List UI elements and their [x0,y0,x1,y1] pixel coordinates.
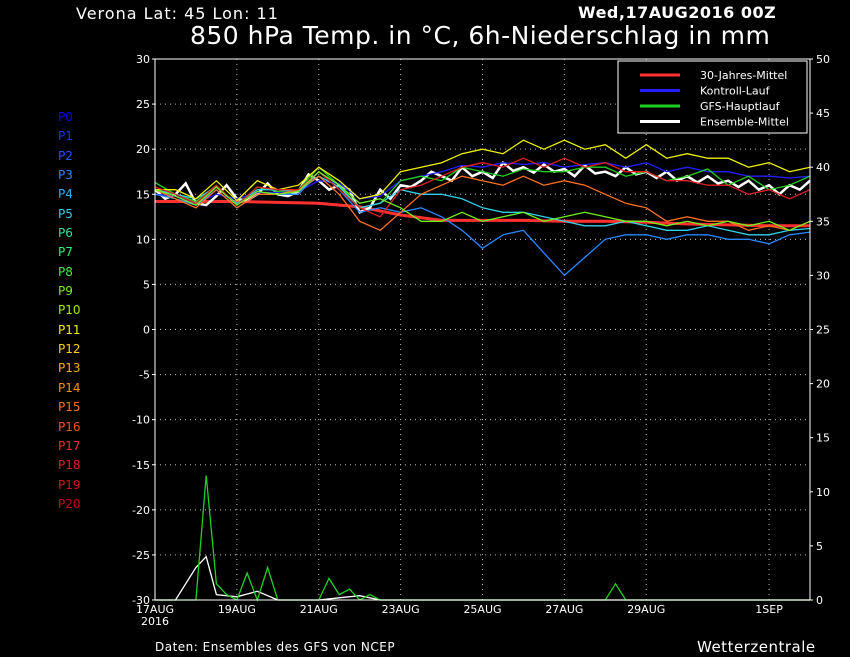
data-source: Daten: Ensembles des GFS von NCEP [155,640,396,654]
y-right-tick-label: 15 [816,432,830,445]
y-left-tick-label: 15 [136,188,150,201]
member-label: P12 [58,342,81,357]
member-label: P0 [58,110,73,124]
member-label: P8 [58,264,73,279]
member-label: P16 [58,419,81,434]
x-tick-label: 27AUG [545,603,583,616]
chart-title: 850 hPa Temp. in °C, 6h-Niederschlag in … [190,21,771,50]
legend-label: 30-Jahres-Mittel [700,69,787,82]
member-label: P15 [58,400,81,415]
series-p18 [154,157,811,218]
axis-ticks: -30 -25 -20 -15 -10 -5 0 5 10 15 20 25 30 0 5 10 15 20 25 3… [132,53,830,628]
y-left-tick-label: 25 [136,98,150,111]
member-label: P7 [58,245,73,260]
series-p5 [154,175,811,236]
y-right-tick-label: 25 [816,324,830,337]
x-tick-label: 29AUG [627,603,665,616]
y-left-tick-label: 30 [136,53,150,66]
legend-label: Ensemble-Mittel [700,116,789,129]
member-label: P14 [58,380,81,395]
y-left-tick-label: -5 [139,369,150,382]
x-tick-label: 1SEP [755,603,783,616]
brand-label: Wetterzentrale [697,638,816,656]
x-tick-label: 25AUG [463,603,501,616]
member-label: P3 [58,168,73,183]
y-left-tick-label: -25 [132,549,150,562]
member-label: P6 [58,226,73,241]
member-label: P1 [58,129,73,144]
y-right-tick-label: 45 [816,107,830,120]
y-right-tick-label: 50 [816,53,830,66]
member-label: P18 [58,458,81,473]
member-label: P19 [58,477,81,492]
run-date: Wed,17AUG2016 00Z [578,3,777,22]
y-right-tick-label: 40 [816,161,830,174]
member-label: P10 [58,303,81,318]
location-label: Verona Lat: 45 Lon: 11 [76,4,279,23]
y-right-tick-label: 10 [816,486,830,499]
y-left-tick-label: 20 [136,143,150,156]
x-tick-label: 17AUG [136,603,174,616]
y-left-tick-label: 5 [143,278,150,291]
series-p9 [154,170,811,232]
member-label: P4 [58,187,73,202]
y-left-tick-label: 0 [143,324,150,337]
legend-label: Kontroll-Lauf [700,85,771,98]
y-right-tick-label: 0 [816,594,823,607]
grid-lines [154,58,810,601]
y-right-tick-label: 20 [816,378,830,391]
x-tick-label: 23AUG [382,603,420,616]
x-tick-sublabel: 2016 [141,615,169,628]
legend: 30-Jahres-Mittel Kontroll-Lauf GFS-Hauptla… [617,60,808,134]
y-left-tick-label: 10 [136,233,150,246]
series-p15 [154,175,811,232]
member-label: P20 [58,496,81,511]
series-gfs-precip [155,475,810,602]
y-left-tick-label: -15 [132,459,150,472]
member-label: P13 [58,361,81,376]
y-left-tick-label: -30 [132,594,150,607]
series-p0-precip [155,555,810,601]
series-30-jahres-mittel [155,200,810,228]
legend-label: GFS-Hauptlauf [700,100,781,113]
y-right-tick-label: 30 [816,269,830,282]
member-list: P0 P1 P2 P3 P4 P5 P6 P7 P8 P9 P10 P11 P12 P13 P14 P15 P1… [58,110,98,516]
x-tick-label: 21AUG [300,603,338,616]
x-tick-label: 19AUG [218,603,256,616]
y-right-tick-label: 35 [816,215,830,228]
member-label: P9 [58,284,73,299]
member-label: P2 [58,148,73,163]
series-p11 [155,139,811,202]
y-left-tick-label: -10 [132,414,150,427]
member-label: P11 [58,322,81,337]
member-label: P17 [58,438,81,453]
y-left-tick-label: -20 [132,504,150,517]
member-label: P5 [58,206,73,221]
y-right-tick-label: 5 [816,540,823,553]
